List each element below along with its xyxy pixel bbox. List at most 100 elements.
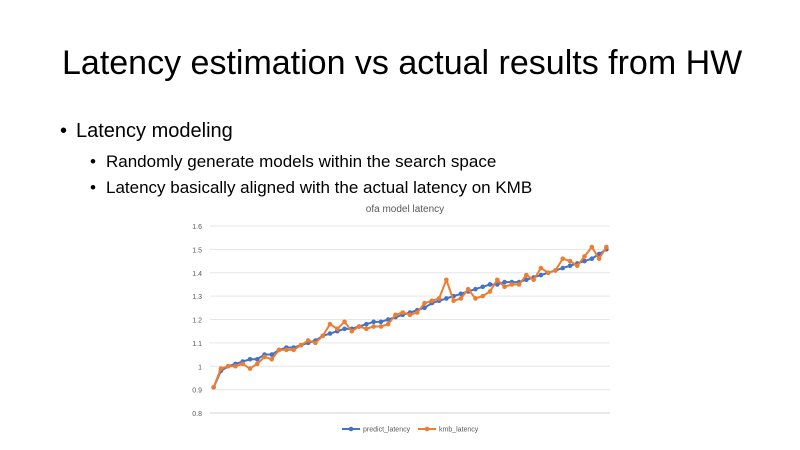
data-point-kmb_latency [451,298,456,304]
y-tick-label: 1 [198,364,202,371]
data-point-kmb_latency [269,356,275,362]
data-point-predict_latency [422,305,427,311]
data-point-kmb_latency [574,263,580,269]
data-point-kmb_latency [262,354,267,360]
data-point-kmb_latency [524,272,529,278]
data-point-kmb_latency [494,277,500,283]
data-point-kmb_latency [291,347,296,353]
data-point-kmb_latency [313,340,318,346]
data-point-kmb_latency [444,277,449,283]
data-point-kmb_latency [284,347,289,353]
data-point-kmb_latency [429,298,435,304]
sub-bullet-1: • Randomly generate models within the sea… [90,152,496,172]
data-point-kmb_latency [254,361,260,367]
data-point-predict_latency [444,296,449,301]
legend-label: predict_latency [363,427,411,434]
data-point-predict_latency [378,319,384,325]
data-point-kmb_latency [458,296,464,301]
data-point-predict_latency [538,272,544,278]
data-point-kmb_latency [545,270,551,276]
data-point-predict_latency [560,265,566,271]
data-point-kmb_latency [531,277,536,283]
data-point-kmb_latency [225,363,231,369]
data-point-kmb_latency [502,284,507,290]
data-point-kmb_latency [233,363,238,369]
chart-gridlines [210,225,610,414]
data-point-kmb_latency [298,342,304,348]
bullet-main: • Latency modeling [60,120,233,143]
data-point-predict_latency [364,321,369,327]
data-point-kmb_latency [516,282,522,287]
data-point-kmb_latency [473,296,478,301]
data-point-kmb_latency [553,268,558,273]
legend-item-kmb_latency: kmb_latency [418,427,479,434]
data-point-kmb_latency [378,324,384,329]
data-point-kmb_latency [582,254,587,259]
data-point-kmb_latency [276,347,282,353]
data-point-predict_latency [524,277,529,283]
data-point-kmb_latency [560,256,566,262]
legend-item-predict_latency: predict_latency [342,427,411,434]
y-tick-label: 0.8 [192,411,202,418]
data-point-predict_latency [247,356,253,362]
data-point-predict_latency [342,326,347,332]
data-point-predict_latency [487,282,493,287]
data-point-predict_latency [480,284,486,290]
y-tick-label: 1.4 [192,271,202,278]
legend-swatch-marker [348,426,354,432]
y-tick-label: 1.3 [192,294,202,301]
y-tick-label: 1.2 [192,318,202,325]
data-point-kmb_latency [414,310,420,315]
data-point-kmb_latency [247,366,253,371]
data-point-kmb_latency [407,312,413,318]
legend-label: kmb_latency [439,427,479,434]
chart-title: ofa model latency [366,204,444,215]
data-point-kmb_latency [356,324,362,329]
data-point-kmb_latency [385,321,391,327]
data-point-kmb_latency [509,282,515,287]
bullet-dot-icon: • [90,178,96,197]
data-point-kmb_latency [349,328,355,334]
bullet-main-label: Latency modeling [76,120,233,142]
data-point-predict_latency [473,286,478,292]
y-tick-label: 1.1 [192,341,202,348]
data-point-kmb_latency [538,265,544,271]
data-point-kmb_latency [422,300,427,306]
data-point-predict_latency [502,279,507,285]
data-point-kmb_latency [371,324,376,329]
data-point-predict_latency [371,319,376,325]
slide-title: Latency estimation vs actual results fro… [62,44,743,82]
data-point-kmb_latency [240,361,246,367]
data-point-predict_latency [254,356,260,362]
data-point-predict_latency [458,291,464,297]
data-point-predict_latency [589,256,595,262]
data-point-predict_latency [582,258,587,264]
y-tick-label: 0.9 [192,388,202,395]
data-point-kmb_latency [342,319,347,325]
data-point-kmb_latency [465,286,471,292]
bullet-dot-icon: • [60,120,68,142]
data-point-kmb_latency [364,326,369,332]
y-tick-label: 1.5 [192,247,202,254]
data-point-kmb_latency [400,310,406,315]
data-point-kmb_latency [567,258,573,264]
data-point-kmb_latency [589,244,595,250]
data-point-kmb_latency [436,296,442,301]
legend-swatch-marker [424,426,430,432]
y-tick-label: 1.6 [192,224,202,231]
latency-chart: ofa model latency 0.8 0.9 1 1.1 1.2 1.3 1.4 1.5… [150,198,650,443]
data-point-kmb_latency [218,366,224,371]
data-point-predict_latency [567,263,573,269]
data-point-kmb_latency [604,244,609,250]
data-point-predict_latency [385,317,391,322]
data-point-kmb_latency [487,289,493,294]
chart-svg: ofa model latency 0.8 0.9 1 1.1 1.2 1.3 1.4 1.5… [192,204,610,434]
sub-bullet-1-label: Randomly generate models within the sear… [106,152,497,171]
chart-y-tick-labels: 0.8 0.9 1 1.1 1.2 1.3 1.4 1.5 1.6 [192,224,202,418]
data-point-kmb_latency [327,321,333,327]
sub-bullet-2: • Latency basically aligned with the actu… [90,178,532,198]
chart-legend: predict_latency kmb_latency [342,427,479,434]
data-point-kmb_latency [305,338,311,343]
sub-bullet-2-label: Latency basically aligned with the actua… [106,178,533,197]
data-point-kmb_latency [211,384,216,390]
